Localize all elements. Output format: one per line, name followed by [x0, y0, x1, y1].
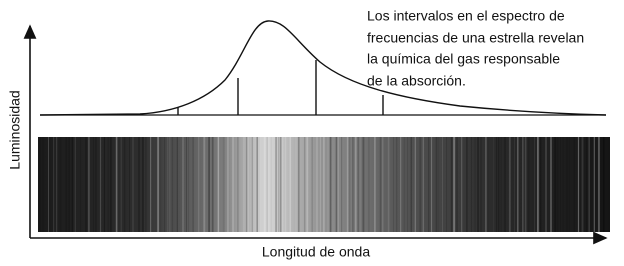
annotation-line: de la absorción. — [367, 73, 466, 89]
x-axis-label: Longitud de onda — [262, 244, 370, 260]
annotation-line: la química del gas responsable — [367, 51, 560, 67]
y-axis-label: Luminosidad — [7, 90, 23, 169]
spectrum-diagram: Luminosidad Longitud de onda Los interva… — [0, 0, 624, 261]
annotation-line: Los intervalos en el espectro de — [367, 8, 565, 24]
annotation-line: frecuencias de una estrella revelan — [367, 30, 584, 46]
